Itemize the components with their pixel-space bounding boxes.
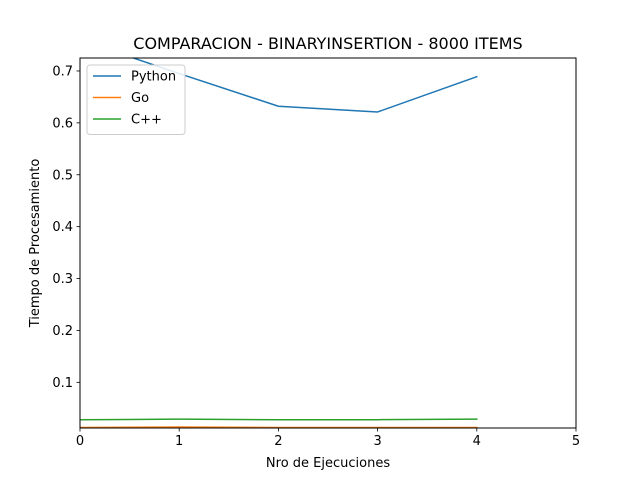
x-tick-label: 5 bbox=[572, 434, 580, 449]
x-tick-label: 4 bbox=[473, 434, 481, 449]
x-tick-label: 0 bbox=[76, 434, 84, 449]
plot-frame bbox=[79, 57, 577, 429]
y-tick-label: 0.1 bbox=[52, 376, 73, 391]
legend-box bbox=[86, 64, 186, 135]
y-tick-label: 0.3 bbox=[52, 272, 73, 287]
y-axis-label: Tiempo de Procesamiento bbox=[28, 159, 43, 329]
chart-title: COMPARACION - BINARYINSERTION - 8000 ITE… bbox=[133, 34, 522, 53]
y-axis: 0.1 0.2 0.3 0.4 0.5 0.6 0.7 bbox=[52, 64, 80, 391]
legend-label: Python bbox=[131, 70, 176, 85]
series-line-python bbox=[131, 58, 478, 113]
legend-label: C++ bbox=[131, 113, 162, 128]
series-line-cpp bbox=[80, 418, 478, 421]
x-tick-label: 2 bbox=[274, 434, 282, 449]
y-tick-label: 0.2 bbox=[52, 324, 73, 339]
x-axis: 0 1 2 3 4 5 bbox=[76, 428, 580, 449]
series-line-go bbox=[80, 426, 478, 428]
y-tick-label: 0.4 bbox=[52, 220, 73, 235]
x-axis-label: Nro de Ejecuciones bbox=[266, 456, 390, 471]
legend-label: Go bbox=[131, 91, 149, 106]
y-tick-label: 0.5 bbox=[52, 168, 73, 183]
legend: Python Go C++ bbox=[86, 64, 186, 135]
x-tick-label: 3 bbox=[373, 434, 381, 449]
series-layer bbox=[80, 58, 478, 428]
y-tick-label: 0.7 bbox=[52, 64, 73, 79]
x-tick-label: 1 bbox=[175, 434, 183, 449]
y-tick-label: 0.6 bbox=[52, 116, 73, 131]
